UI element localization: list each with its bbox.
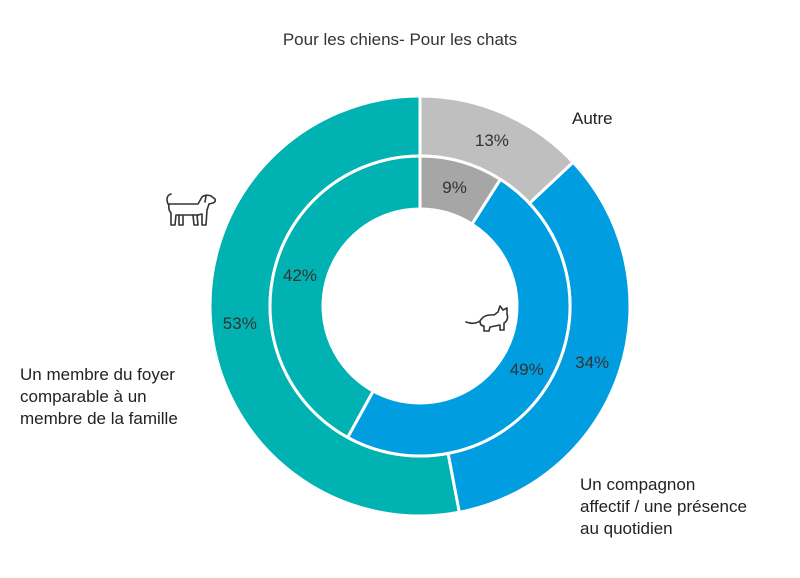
label-line: au quotidien [580, 519, 673, 538]
label-line: membre de la famille [20, 409, 178, 428]
ring-labels: 53% 34% 13% 42% 49% 9% [223, 131, 609, 379]
data-label: 34% [575, 353, 609, 372]
data-label: 53% [223, 314, 257, 333]
dog-icon [166, 193, 217, 226]
inner-ring-slice [345, 177, 572, 458]
chart-title: Pour les chiens- Pour les chats [282, 30, 518, 49]
inner-ring-slice [268, 154, 422, 440]
label-line: comparable à un [20, 387, 147, 406]
label-line: Un compagnon [580, 475, 696, 494]
label-line: affectif / une présence [580, 497, 747, 516]
data-label: 42% [283, 266, 317, 285]
cat-icon [465, 305, 509, 332]
category-label-autre: Autre [572, 108, 613, 130]
inner-ring [268, 154, 572, 458]
category-label-famille: Un membre du foyer comparable à un membr… [20, 364, 250, 430]
inner-ring-slice [418, 154, 503, 227]
data-label: 9% [442, 178, 467, 197]
label-line: Autre [572, 109, 613, 128]
data-label: 13% [475, 131, 509, 150]
data-label: 49% [510, 360, 544, 379]
category-label-compagnon: Un compagnon affectif / une présence au … [580, 474, 795, 540]
label-line: Un membre du foyer [20, 365, 175, 384]
